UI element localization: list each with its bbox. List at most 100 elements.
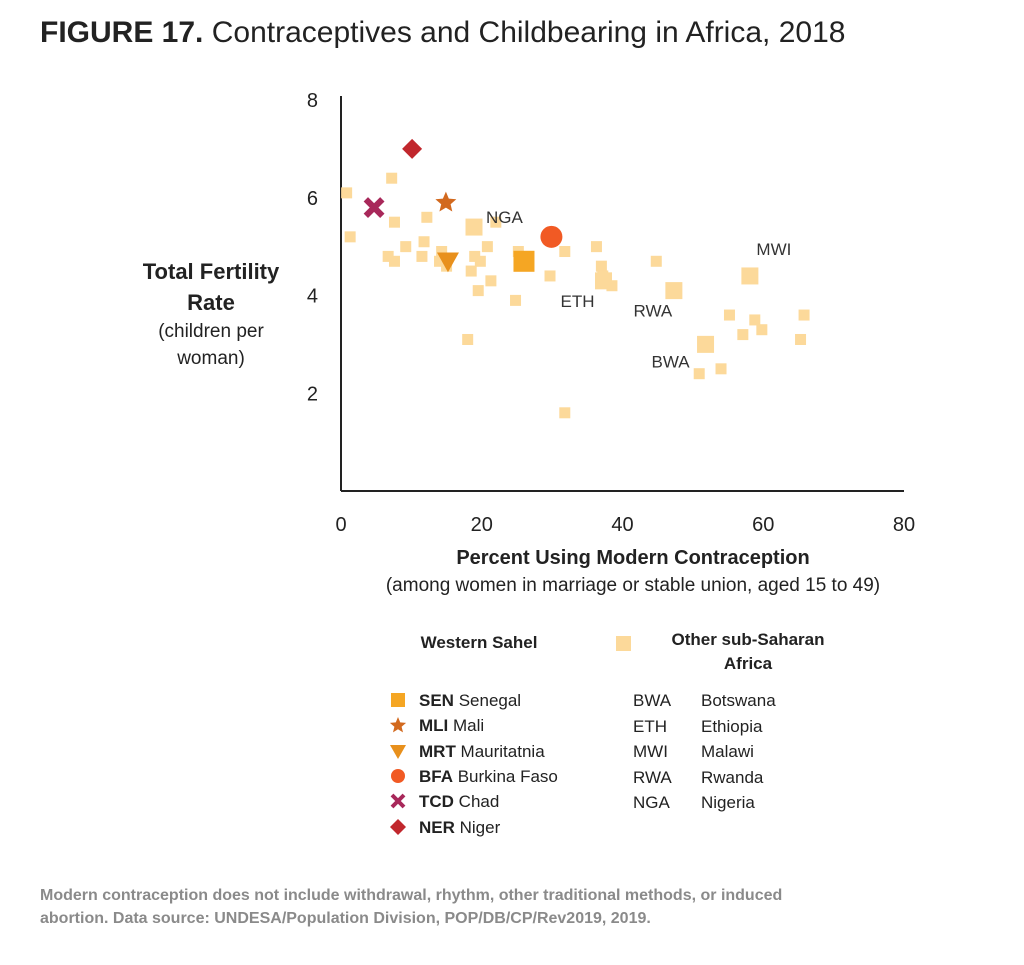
other-country-point: [472, 285, 484, 297]
legend-other-marker-icon: [616, 636, 631, 651]
other-country-point: [559, 246, 571, 258]
legend-item-mli: MLI Mali: [389, 716, 484, 736]
other-country-point: [650, 255, 662, 267]
y-tick-label: 2: [307, 383, 318, 405]
legend-x-icon: [390, 793, 406, 809]
point-sen: [513, 250, 535, 272]
legend-other-title: Other sub-Saharan Africa: [671, 630, 825, 673]
other-country-point: [386, 172, 398, 184]
legend-diamond-icon: [390, 818, 406, 835]
legend-item-sen: SEN Senegal: [389, 691, 521, 711]
legend-item-mrt: MRT Mauritatnia: [389, 742, 545, 762]
other-country-point: [436, 246, 448, 258]
abbreviation-country-name: Ethiopia: [701, 716, 763, 736]
other-country-point: [462, 333, 474, 345]
figure-title: Contraceptives and Childbearing in Afric…: [211, 16, 846, 49]
other-country-point: [693, 368, 705, 380]
point-bfa: [540, 225, 563, 248]
x-axis-label-sub: (among women in marriage or stable union…: [385, 575, 881, 596]
other-country-point: [510, 294, 522, 306]
x-tick-label: 20: [471, 514, 493, 536]
y-tick-label: 8: [307, 90, 318, 112]
abbreviation-code: BWA: [633, 691, 672, 710]
legend-code: NER: [419, 817, 455, 837]
legend-triangle-down-icon: [390, 744, 406, 759]
abbreviation-nga: NGA Nigeria: [633, 793, 755, 813]
other-country-point: [756, 324, 768, 336]
x-axis-label: Percent Using Modern Contraception (amon…: [323, 544, 943, 600]
point-label-nga: NGA: [486, 208, 524, 227]
other-country-point: [400, 241, 412, 253]
legend-country-name: Mauritatnia: [455, 741, 545, 761]
abbreviation-code: NGA: [633, 793, 670, 813]
other-country-point: [421, 211, 433, 223]
legend-western-sahel-title: Western Sahel: [420, 633, 538, 652]
legend-country-name: Burkina Faso: [453, 766, 558, 786]
point-label-bwa: BWA: [651, 352, 690, 371]
x-tick-label: 80: [893, 514, 915, 536]
y-axis-label: Total Fertility Rate (children per woman…: [140, 256, 282, 372]
figure-label: FIGURE 17.: [40, 16, 204, 49]
legend-star-icon: [389, 717, 407, 733]
abbreviation-country-name: Malawi: [701, 742, 754, 762]
point-ner: [402, 138, 423, 159]
abbreviation-country-name: Nigeria: [701, 793, 755, 813]
other-country-point: [344, 231, 356, 243]
abbreviation-country-name: Botswana: [701, 691, 776, 710]
legend-item-tcd: TCD Chad: [389, 792, 499, 812]
legend-code: SEN: [419, 691, 454, 710]
y-tick-label: 4: [307, 286, 318, 308]
legend-code: TCD: [419, 792, 454, 812]
other-country-point: [723, 309, 735, 321]
labeled-country-point-nga: [465, 218, 483, 236]
abbreviation-rwa: RWA Rwanda: [633, 768, 763, 788]
other-country-point: [544, 270, 556, 282]
point-tcd: [363, 197, 385, 218]
other-country-point: [434, 255, 446, 267]
other-country-point: [382, 250, 394, 262]
legend-item-bfa: BFA Burkina Faso: [389, 767, 558, 787]
legend-country-name: Chad: [453, 792, 500, 812]
legend-code: MRT: [419, 741, 456, 761]
other-country-point: [341, 187, 353, 199]
point-label-rwa: RWA: [634, 302, 673, 321]
point-mrt: [436, 252, 459, 273]
other-country-point: [469, 250, 481, 262]
x-tick-label: 0: [335, 514, 346, 536]
abbreviation-code: RWA: [633, 767, 672, 787]
labeled-country-point-bwa: [697, 335, 715, 353]
abbreviation-code: MWI: [633, 742, 668, 762]
other-country-point: [474, 255, 486, 267]
other-country-point: [388, 255, 400, 267]
other-country-point: [715, 363, 727, 375]
labeled-country-point-eth: [594, 272, 612, 290]
other-country-point: [416, 250, 428, 262]
chart-title: FIGURE 17. Contraceptives and Childbeari…: [40, 16, 845, 50]
legend-country-name: Mali: [448, 716, 485, 736]
legend-item-ner: NER Niger: [389, 818, 500, 838]
point-label-eth: ETH: [560, 292, 594, 311]
x-tick-label: 40: [611, 514, 633, 536]
y-tick-label: 6: [307, 188, 318, 210]
point-label-mwi: MWI: [756, 240, 791, 259]
abbreviation-country-name: Rwanda: [701, 767, 764, 787]
y-axis-label-sub: (children per woman): [158, 321, 264, 369]
legend-code: MLI: [419, 716, 449, 736]
other-country-point: [559, 407, 571, 419]
abbreviation-code: ETH: [633, 716, 667, 736]
x-tick-label: 60: [752, 514, 774, 536]
other-country-point: [388, 216, 400, 228]
other-country-point: [465, 265, 477, 277]
labeled-country-point-mwi: [741, 267, 759, 285]
legend-country-name: Niger: [454, 817, 501, 837]
other-country-point: [481, 241, 493, 253]
abbreviation-mwi: MWI Malawi: [633, 742, 754, 762]
other-country-point: [737, 329, 749, 341]
legend-code: BFA: [419, 766, 453, 786]
other-country-point: [485, 275, 497, 287]
abbreviation-eth: ETH Ethiopia: [633, 717, 762, 737]
point-mli: [435, 191, 457, 212]
x-axis-label-main: Percent Using Modern Contraception: [456, 547, 810, 569]
labeled-country-point-rwa: [665, 282, 683, 300]
